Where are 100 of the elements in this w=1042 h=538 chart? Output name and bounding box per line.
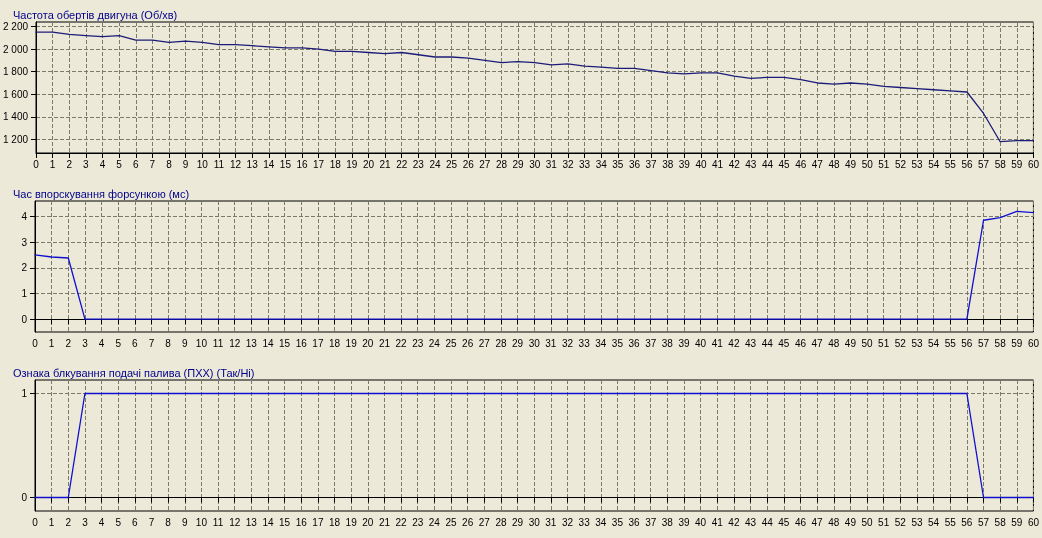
x-tick-label: 55 <box>944 337 957 349</box>
x-tick-label: 3 <box>82 337 89 349</box>
x-tick-label: 10 <box>195 516 208 528</box>
x-tick-label: 9 <box>182 158 189 170</box>
x-tick-label: 18 <box>328 516 341 528</box>
chart-title: Час впорскування форсункою (мс) <box>13 187 190 200</box>
x-tick-label: 11 <box>213 158 225 170</box>
x-tick-label: 36 <box>628 516 641 528</box>
x-tick-label: 21 <box>378 516 391 528</box>
x-tick-label: 6 <box>132 158 139 170</box>
x-tick-label: 32 <box>561 516 574 528</box>
x-tick-label: 44 <box>761 516 774 528</box>
x-tick-label: 38 <box>662 158 674 170</box>
x-tick-label: 20 <box>362 516 374 528</box>
x-tick-label: 52 <box>894 158 907 170</box>
x-tick-label: 35 <box>611 516 624 528</box>
x-tick-label: 24 <box>428 337 441 349</box>
x-tick-label: 29 <box>512 516 524 528</box>
x-tick-label: 36 <box>628 158 641 170</box>
x-tick-label: 35 <box>612 158 624 170</box>
x-tick-label: 24 <box>429 158 441 170</box>
x-tick-label: 11 <box>212 516 224 528</box>
y-tick-label: 4 <box>21 210 28 222</box>
x-tick-label: 7 <box>149 158 156 170</box>
x-tick-label: 56 <box>961 337 973 349</box>
x-tick-label: 6 <box>132 516 139 528</box>
x-tick-label: 19 <box>345 337 358 349</box>
x-tick-label: 9 <box>181 337 188 349</box>
x-tick-label: 1 <box>49 158 56 170</box>
x-tick-label: 30 <box>529 158 541 170</box>
x-tick-label: 7 <box>148 337 155 349</box>
chart-title: Частота обертів двигуна (Об/хв) <box>13 8 178 21</box>
x-tick-label: 16 <box>296 158 308 170</box>
x-tick-label: 6 <box>132 337 139 349</box>
x-tick-label: 1 <box>48 337 55 349</box>
x-tick-label: 29 <box>512 158 525 170</box>
x-tick-label: 45 <box>778 337 790 349</box>
x-tick-label: 52 <box>894 337 907 349</box>
x-tick-label: 53 <box>911 337 923 349</box>
x-tick-label: 37 <box>645 337 657 349</box>
x-tick-label: 41 <box>711 337 724 349</box>
x-tick-label: 0 <box>32 516 39 528</box>
x-tick-label: 31 <box>545 516 557 528</box>
x-tick-label: 2 <box>65 516 72 528</box>
x-tick-label: 44 <box>761 337 774 349</box>
x-tick-label: 7 <box>148 516 155 528</box>
x-tick-label: 19 <box>345 516 358 528</box>
x-tick-label: 34 <box>595 516 607 528</box>
x-tick-label: 21 <box>379 158 392 170</box>
y-tick-label: 0 <box>21 313 28 325</box>
x-tick-label: 60 <box>1027 337 1040 349</box>
chart-title: Ознака блкування подачі палива (ПХХ) (Так/Ні) <box>13 366 255 379</box>
x-tick-label: 34 <box>595 158 608 170</box>
x-tick-label: 37 <box>645 516 657 528</box>
x-tick-label: 17 <box>312 337 324 349</box>
x-tick-label: 46 <box>794 516 807 528</box>
x-tick-label: 28 <box>495 337 507 349</box>
x-tick-label: 57 <box>978 158 990 170</box>
x-tick-label: 42 <box>728 516 740 528</box>
x-tick-label: 12 <box>229 158 242 170</box>
x-tick-label: 31 <box>545 337 557 349</box>
x-tick-label: 36 <box>628 337 641 349</box>
x-tick-label: 45 <box>778 516 790 528</box>
x-tick-label: 22 <box>396 158 408 170</box>
x-tick-label: 30 <box>528 516 541 528</box>
x-tick-label: 37 <box>645 158 658 170</box>
x-tick-label: 49 <box>845 158 857 170</box>
x-tick-label: 16 <box>295 516 308 528</box>
x-tick-label: 2 <box>66 158 73 170</box>
x-tick-label: 48 <box>828 158 840 170</box>
x-tick-label: 33 <box>579 158 591 170</box>
x-tick-label: 27 <box>478 516 491 528</box>
y-tick-label: 3 <box>21 236 28 248</box>
x-tick-label: 41 <box>711 516 724 528</box>
x-tick-label: 13 <box>246 158 259 170</box>
x-tick-label: 26 <box>462 158 475 170</box>
x-tick-label: 25 <box>446 158 458 170</box>
x-tick-label: 31 <box>545 158 558 170</box>
y-tick-label: 1 200 <box>2 133 29 145</box>
x-tick-label: 51 <box>878 337 890 349</box>
x-tick-label: 11 <box>212 337 224 349</box>
x-tick-label: 50 <box>861 337 874 349</box>
x-tick-label: 46 <box>794 337 807 349</box>
x-tick-label: 14 <box>263 158 275 170</box>
x-tick-label: 23 <box>412 337 424 349</box>
x-tick-label: 5 <box>115 337 122 349</box>
x-tick-label: 24 <box>428 516 441 528</box>
x-tick-label: 49 <box>844 337 857 349</box>
x-tick-label: 26 <box>462 337 474 349</box>
x-tick-label: 58 <box>994 337 1007 349</box>
x-tick-label: 9 <box>181 516 188 528</box>
x-tick-label: 42 <box>728 158 741 170</box>
y-tick-label: 1 400 <box>2 111 29 123</box>
x-tick-label: 20 <box>362 337 374 349</box>
x-tick-label: 60 <box>1027 516 1040 528</box>
x-tick-label: 10 <box>195 337 208 349</box>
x-tick-label: 54 <box>928 158 940 170</box>
x-tick-label: 3 <box>82 516 89 528</box>
x-tick-label: 8 <box>166 158 173 170</box>
x-tick-label: 50 <box>861 516 874 528</box>
